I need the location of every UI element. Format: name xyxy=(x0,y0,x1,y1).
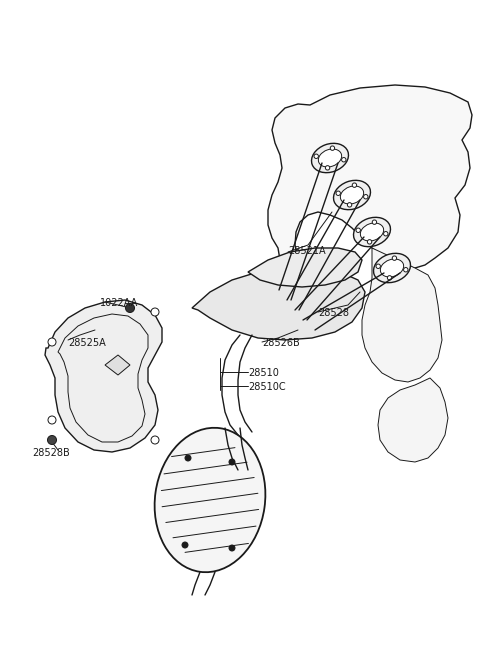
Circle shape xyxy=(384,231,388,236)
Circle shape xyxy=(356,228,360,233)
Circle shape xyxy=(229,459,235,465)
Circle shape xyxy=(342,158,346,162)
Ellipse shape xyxy=(334,180,371,210)
Ellipse shape xyxy=(360,223,384,241)
Circle shape xyxy=(387,276,392,280)
Circle shape xyxy=(125,303,134,312)
Text: 1022AA: 1022AA xyxy=(100,298,138,308)
Ellipse shape xyxy=(340,186,364,204)
Polygon shape xyxy=(192,268,365,340)
Text: 28528B: 28528B xyxy=(32,448,70,458)
Polygon shape xyxy=(378,378,448,462)
Circle shape xyxy=(348,202,352,207)
Circle shape xyxy=(151,308,159,316)
Text: 28521A: 28521A xyxy=(288,246,325,256)
Text: 28525A: 28525A xyxy=(68,338,106,348)
Circle shape xyxy=(372,220,377,225)
Polygon shape xyxy=(362,248,442,382)
Ellipse shape xyxy=(353,217,391,247)
Circle shape xyxy=(325,166,330,170)
Polygon shape xyxy=(248,248,362,287)
Circle shape xyxy=(367,240,372,244)
Circle shape xyxy=(48,436,57,445)
Polygon shape xyxy=(268,85,472,305)
Ellipse shape xyxy=(312,143,348,173)
Circle shape xyxy=(182,542,188,548)
Circle shape xyxy=(314,154,318,159)
Circle shape xyxy=(48,416,56,424)
Circle shape xyxy=(330,146,335,151)
Ellipse shape xyxy=(373,253,410,283)
Ellipse shape xyxy=(380,259,404,277)
Circle shape xyxy=(151,436,159,444)
Circle shape xyxy=(392,256,396,260)
Circle shape xyxy=(363,195,368,199)
Circle shape xyxy=(336,191,340,195)
Ellipse shape xyxy=(155,428,265,572)
Ellipse shape xyxy=(318,149,342,167)
Polygon shape xyxy=(45,300,162,452)
Circle shape xyxy=(229,545,235,551)
Text: 28510: 28510 xyxy=(248,368,279,378)
Circle shape xyxy=(48,338,56,346)
Text: 28510C: 28510C xyxy=(248,382,286,392)
Text: 28526B: 28526B xyxy=(262,338,300,348)
Circle shape xyxy=(376,264,381,269)
Text: 28528: 28528 xyxy=(318,308,349,318)
Circle shape xyxy=(185,455,191,461)
Polygon shape xyxy=(105,355,130,375)
Circle shape xyxy=(404,267,408,272)
Circle shape xyxy=(352,183,357,187)
